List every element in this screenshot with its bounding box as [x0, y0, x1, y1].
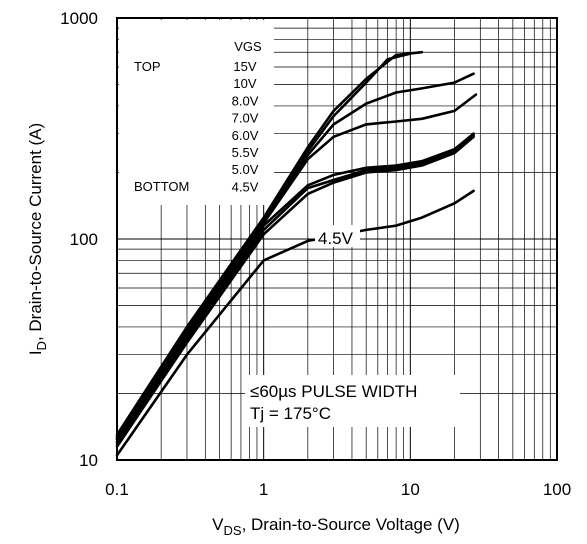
x-tick-labels: 0.1 1 10 100 [105, 480, 571, 499]
legend: VGS TOP BOTTOM 15V 10V 8.0V 7.0V 6.0V 5.5V 5.0… [134, 39, 262, 194]
pulse-width-note: ≤60µs PULSE WIDTH [250, 382, 417, 401]
legend-background [119, 20, 274, 205]
legend-entry: 8.0V [232, 93, 259, 108]
legend-entry: 5.0V [232, 162, 259, 177]
curve-label-background [315, 225, 360, 247]
curve-5.5V [115, 133, 475, 446]
legend-entry: 4.5V [232, 179, 259, 194]
curve-10V [115, 52, 412, 438]
y-tick-labels: 10 100 1000 [60, 9, 98, 470]
legend-bottom-label: BOTTOM [134, 179, 189, 194]
x-tick-label: 0.1 [105, 480, 129, 499]
y-tick-label: 10 [79, 451, 98, 470]
x-tick-label: 1 [259, 480, 268, 499]
legend-entry: 7.0V [232, 111, 259, 126]
plot-border [116, 17, 558, 461]
legend-top-label: TOP [134, 59, 161, 74]
legend-entry: 5.5V [232, 145, 259, 160]
legend-entries: 15V 10V 8.0V 7.0V 6.0V 5.5V 5.0V 4.5V [232, 59, 259, 194]
legend-entry: 6.0V [232, 128, 259, 143]
y-tick-label: 1000 [60, 9, 98, 28]
legend-header: VGS [234, 39, 262, 54]
x-tick-label: 100 [543, 480, 571, 499]
y-tick-label: 100 [70, 230, 98, 249]
temperature-note: Tj = 175°C [250, 404, 331, 423]
curve-7.0V [115, 93, 478, 441]
curve-5.0V [115, 135, 475, 448]
legend-entry: 15V [233, 59, 256, 74]
annotation-background [245, 375, 460, 427]
x-axis-title: VDS, Drain-to-Source Voltage (V) [212, 515, 460, 538]
y-axis-title: ID, Drain-to-Source Current (A) [26, 123, 49, 355]
curve-6.0V [115, 132, 475, 444]
curve-label-4.5v: 4.5V [318, 229, 354, 248]
x-tick-label: 10 [401, 480, 420, 499]
legend-entry: 10V [233, 76, 256, 91]
